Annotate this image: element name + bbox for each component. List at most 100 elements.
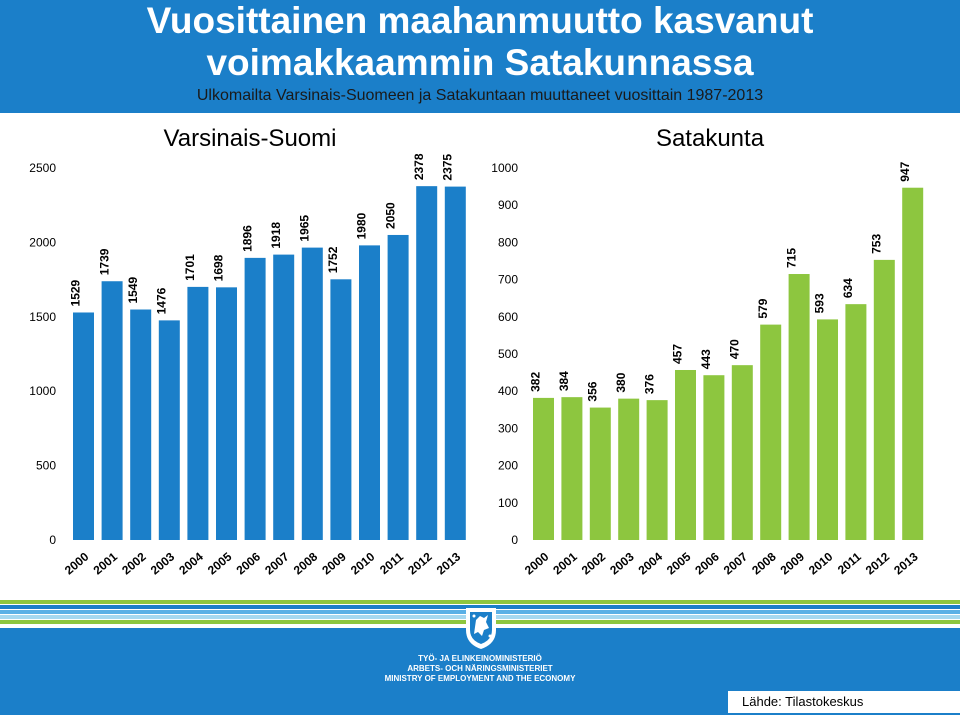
chart-title-sk: Satakunta [656,125,765,152]
bar-vs-2004 [187,286,209,540]
finnish-lion-crest-icon [466,608,496,649]
data-label-vs-2003: 1476 [154,287,168,314]
bar-sk-2009 [788,274,810,540]
x-tick-label-vs-2011: 2011 [377,549,406,577]
x-tick-label-sk-2009: 2009 [778,549,808,577]
chart-sk: Satakunta 0 100 200 300 400 500 600 700 800 900 100… [491,125,924,577]
y-tick-label: 700 [498,273,518,287]
data-label-sk-2011: 634 [841,278,855,298]
bar-sk-2012 [873,259,895,540]
x-tick-label-vs-2010: 2010 [348,549,378,577]
bar-vs-2003 [158,320,180,540]
chart-title-vs: Varsinais-Suomi [164,125,337,152]
bar-sk-2011 [845,304,867,540]
data-label-vs-2005: 1698 [212,254,226,281]
x-tick-label-sk-2005: 2005 [664,549,694,577]
bar-sk-2013 [902,187,924,540]
x-tick-label-vs-2000: 2000 [62,549,92,577]
bar-vs-2013 [444,186,466,540]
x-tick-label-sk-2002: 2002 [579,549,609,577]
chart-vs: Varsinais-Suomi 0 500 1000 1500 2000 2500 1529 2… [29,125,466,577]
bar-vs-2007 [273,254,295,540]
y-tick-label: 800 [498,235,518,249]
data-label-vs-2011: 2050 [383,202,397,229]
bar-vs-2006 [244,257,266,540]
title-line-2: voimakkaammin Satakunnassa [206,42,754,83]
y-tick-label: 1000 [29,384,56,398]
x-tick-label-sk-2010: 2010 [806,549,836,577]
y-tick-label: 400 [498,384,518,398]
x-tick-label-vs-2008: 2008 [291,549,321,577]
data-label-sk-2000: 382 [529,372,543,392]
footer-stripe-2 [0,605,960,609]
x-tick-label-vs-2012: 2012 [405,549,435,577]
y-tick-label: 2500 [29,161,56,175]
x-tick-label-vs-2006: 2006 [234,549,264,577]
y-tick-label: 900 [498,198,518,212]
title-line-1: Vuosittainen maahanmuutto kasvanut [146,0,814,41]
data-label-sk-2012: 753 [869,234,883,254]
footer-stripe-1 [0,600,960,604]
source-label: Lähde: Tilastokeskus [728,691,960,713]
bar-vs-2002 [130,309,152,540]
bar-vs-2005 [216,287,237,540]
x-tick-label-sk-2000: 2000 [522,549,552,577]
ministry-name-en: MINISTRY OF EMPLOYMENT AND THE ECONOMY [384,674,576,683]
y-tick-label: 1500 [29,310,56,324]
y-tick-label: 500 [498,347,518,361]
x-tick-label-sk-2011: 2011 [835,549,864,577]
bar-vs-2009 [330,279,352,540]
data-label-sk-2010: 593 [813,293,827,313]
x-tick-label-vs-2004: 2004 [176,549,206,577]
x-tick-label-vs-2007: 2007 [262,549,292,577]
x-tick-label-sk-2008: 2008 [749,549,779,577]
bar-vs-2000 [73,312,94,540]
data-label-sk-2008: 579 [756,298,770,318]
footer: TYÖ- JA ELINKEINOMINISTERIÖ ARBETS- OCH … [0,598,960,715]
x-tick-label-sk-2006: 2006 [692,549,722,577]
data-label-sk-2005: 457 [671,344,685,364]
y-tick-label: 0 [511,533,518,547]
x-tick-label-vs-2005: 2005 [205,549,235,577]
bar-vs-2001 [101,281,123,540]
y-tick-label: 1000 [491,161,518,175]
data-label-sk-2006: 443 [699,349,713,369]
data-label-sk-2001: 384 [557,371,571,391]
bar-sk-2010 [817,319,838,540]
x-tick-label-vs-2002: 2002 [119,549,149,577]
data-label-vs-2012: 2378 [412,153,426,180]
ministry-name: TYÖ- JA ELINKEINOMINISTERIÖ ARBETS- OCH … [0,654,960,684]
data-label-sk-2007: 470 [727,339,741,359]
data-label-vs-2000: 1529 [69,279,83,306]
bar-sk-2006 [703,375,725,540]
data-label-vs-2007: 1918 [269,222,283,249]
bar-sk-2008 [760,324,782,540]
y-tick-label: 500 [36,459,56,473]
data-label-sk-2003: 380 [614,372,628,392]
x-tick-label-sk-2001: 2001 [550,549,580,577]
data-label-sk-2013: 947 [898,161,912,181]
bar-sk-2004 [646,400,668,540]
data-label-sk-2004: 376 [642,374,656,394]
x-tick-label-sk-2004: 2004 [636,549,666,577]
data-label-sk-2002: 356 [585,381,599,401]
bar-sk-2002 [589,407,611,540]
bar-vs-2010 [359,245,380,540]
y-tick-label: 0 [49,533,56,547]
bar-sk-2000 [533,397,554,540]
page-title: Vuosittainen maahanmuutto kasvanut voima… [0,0,960,84]
page-subtitle: Ulkomailta Varsinais-Suomeen ja Satakunt… [196,87,764,104]
data-label-vs-2001: 1739 [97,248,111,275]
y-tick-label: 100 [498,496,518,510]
x-tick-label-sk-2007: 2007 [721,549,751,577]
bar-sk-2007 [731,365,753,540]
data-label-vs-2008: 1965 [297,215,311,242]
data-label-vs-2006: 1896 [240,225,254,252]
header-banner: Vuosittainen maahanmuutto kasvanut voima… [0,0,960,113]
bar-sk-2005 [675,369,696,540]
x-tick-label-vs-2001: 2001 [91,549,121,577]
y-tick-label: 200 [498,459,518,473]
ministry-name-fi: TYÖ- JA ELINKEINOMINISTERIÖ [418,654,542,663]
bar-sk-2003 [618,398,640,540]
data-label-vs-2009: 1752 [326,246,340,273]
